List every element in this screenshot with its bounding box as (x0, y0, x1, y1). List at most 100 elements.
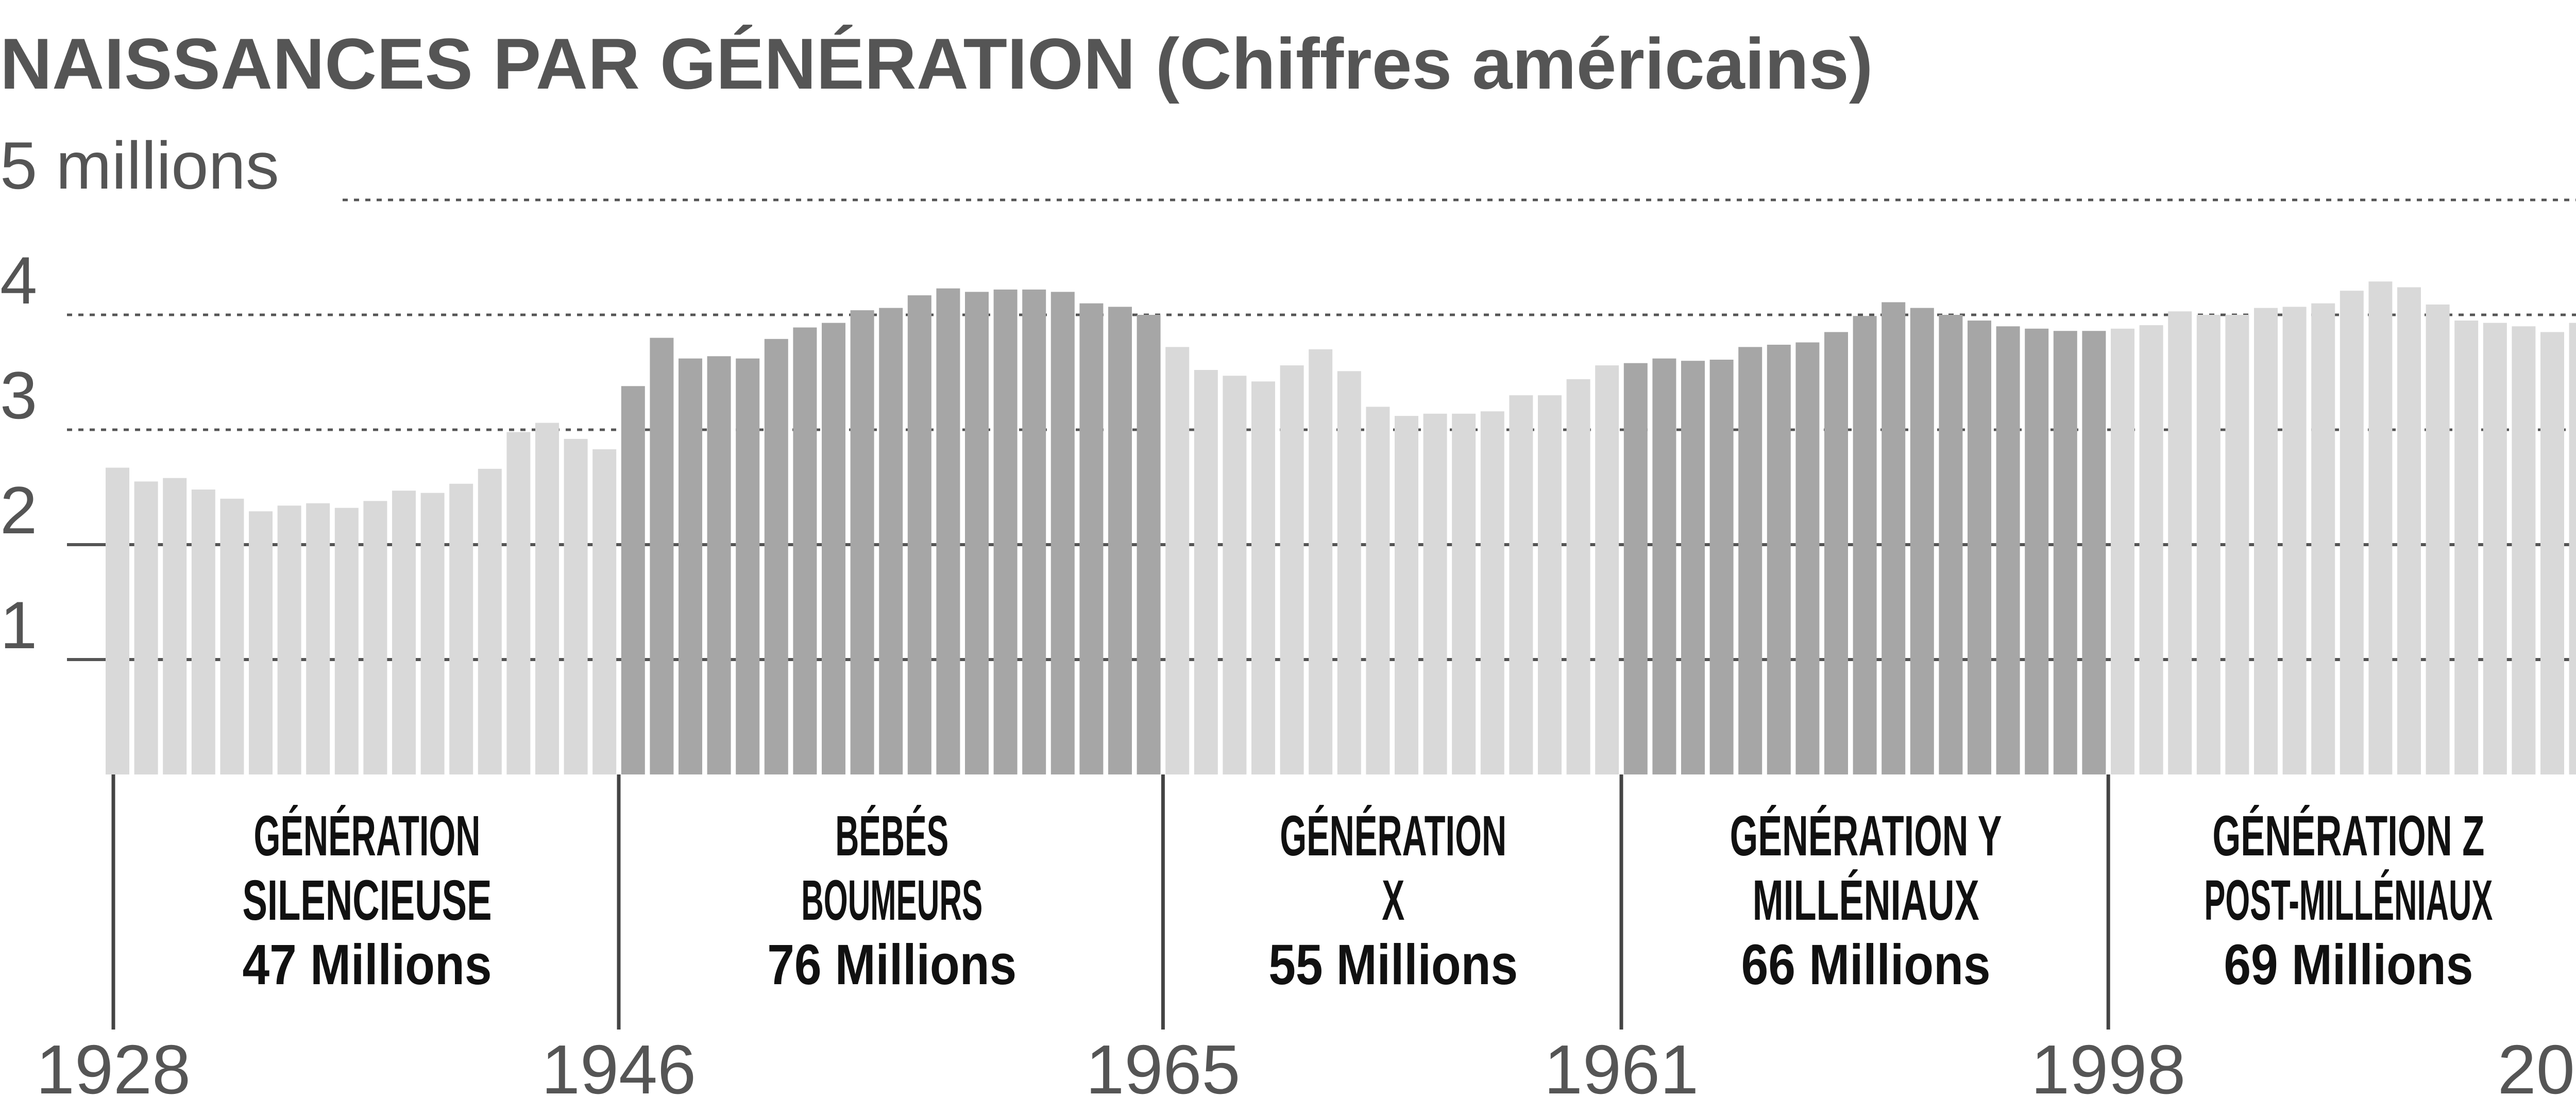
bar (134, 481, 158, 774)
bar (392, 491, 416, 774)
bar (1681, 361, 1705, 774)
bar (2168, 311, 2192, 774)
y-axis-ticks: 5 millions 4 3 2 1 (0, 128, 279, 663)
bar (1137, 315, 1161, 774)
bar (1709, 360, 1734, 774)
bar (1538, 395, 1562, 774)
bar (2569, 323, 2576, 774)
bar (1251, 381, 1275, 774)
bar (2082, 331, 2106, 774)
bar (334, 508, 359, 774)
generation-label-line: GÉNÉRATION Y (1730, 804, 2002, 868)
bar (965, 292, 989, 774)
bar (420, 493, 445, 774)
bar (1309, 349, 1333, 774)
bar (2196, 315, 2221, 774)
generation-label-line: 69 Millions (2224, 933, 2473, 997)
generation-label-line: GÉNÉRATION (1280, 804, 1506, 868)
bar (993, 289, 1018, 774)
bar (2454, 321, 2479, 774)
bar (2053, 331, 2077, 774)
bar (2311, 303, 2335, 774)
bar (564, 439, 588, 774)
generation-label-line: SILENCIEUSE (243, 869, 492, 932)
bar (1480, 411, 1504, 774)
bar (1996, 326, 2020, 774)
bar (764, 339, 788, 774)
bar (679, 358, 702, 774)
bars (106, 281, 2576, 774)
generation-label-line: 47 Millions (243, 933, 492, 997)
bar (1623, 363, 1648, 774)
bar (2340, 291, 2364, 774)
bar (163, 478, 187, 774)
bar (2254, 308, 2278, 774)
bar (2025, 328, 2049, 774)
bar (793, 327, 817, 774)
bar (1910, 308, 1934, 774)
y-tick-label: 1 (0, 587, 37, 663)
generation-label-line: GÉNÉRATION Z (2212, 804, 2484, 868)
bar (2225, 315, 2249, 774)
chart-title: NAISSANCES PAR GÉNÉRATION (Chiffres amér… (0, 23, 1873, 104)
x-axis-ticks: 1928 1946 1965 1961 1998 2014 (36, 1031, 2576, 1108)
bar (621, 386, 645, 774)
bar (1194, 370, 1218, 774)
bar (1509, 395, 1533, 774)
bar (707, 356, 731, 774)
generation-label-line: X (1382, 869, 1404, 932)
bar (191, 490, 215, 774)
bar (2111, 328, 2134, 774)
bar (363, 501, 387, 774)
bar (249, 511, 273, 774)
y-tick-label: 5 millions (0, 128, 279, 203)
x-tick-label: 1965 (1086, 1031, 1240, 1108)
y-tick-label: 2 (0, 473, 37, 548)
x-tick-label: 1961 (1544, 1031, 1699, 1108)
bar (1795, 342, 1820, 774)
bar (822, 323, 845, 774)
bar (506, 432, 531, 774)
bar (1882, 302, 1906, 774)
generation-label-line: BÉBÉS (835, 804, 948, 868)
bar (1738, 347, 1762, 774)
generation-label-line: 55 Millions (1268, 933, 1518, 997)
bar (1022, 289, 1046, 774)
bar (2483, 323, 2507, 774)
bar (1767, 345, 1791, 774)
bar (1395, 416, 1418, 774)
x-tick-label: 1928 (36, 1031, 191, 1108)
bar (1968, 321, 1991, 774)
bar (2282, 307, 2307, 774)
bar (1595, 365, 1619, 774)
bar (1452, 413, 1476, 774)
x-tick-label: 1998 (2031, 1031, 2185, 1108)
bar (1853, 316, 1877, 774)
bar (306, 503, 330, 774)
bar (936, 288, 960, 774)
bar (478, 468, 502, 774)
bar (1423, 413, 1447, 774)
bar (2426, 304, 2450, 774)
bar (1337, 371, 1361, 774)
bar (1566, 379, 1590, 774)
generation-dividers (111, 774, 2110, 1030)
x-tick-label: 1946 (541, 1031, 696, 1108)
bar (850, 310, 874, 774)
bar (535, 423, 559, 774)
bar (1165, 347, 1190, 774)
bar (106, 467, 129, 774)
bar (1079, 303, 1104, 774)
bar (1050, 292, 1075, 774)
y-tick-label: 3 (0, 358, 37, 433)
generation-label-line: 66 Millions (1741, 933, 1991, 997)
generation-label-line: 76 Millions (767, 933, 1016, 997)
bar (1223, 376, 1247, 774)
bar (2540, 332, 2564, 774)
bar (2368, 281, 2393, 774)
x-tick-label: 2014 (2498, 1031, 2576, 1108)
bar (879, 308, 903, 774)
generation-label-line: BOUMEURS (801, 869, 982, 932)
bar (1652, 358, 1676, 774)
